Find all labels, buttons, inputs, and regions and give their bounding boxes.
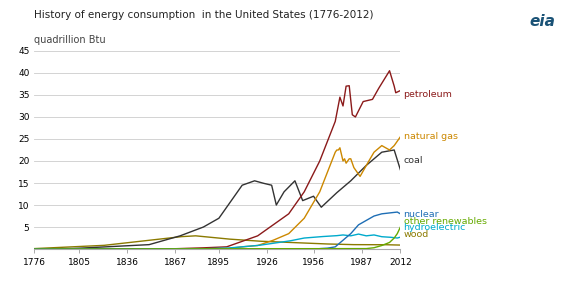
Text: petroleum: petroleum [403, 91, 452, 99]
Text: other renewables: other renewables [403, 217, 487, 226]
Text: quadrillion Btu: quadrillion Btu [34, 35, 106, 45]
Text: coal: coal [403, 156, 423, 166]
Text: wood: wood [403, 230, 429, 239]
Text: nuclear: nuclear [403, 210, 439, 219]
Text: eia: eia [529, 14, 555, 29]
Text: History of energy consumption  in the United States (1776-2012): History of energy consumption in the Uni… [34, 10, 374, 20]
Text: hydroelectric: hydroelectric [403, 223, 466, 232]
Text: natural gas: natural gas [403, 132, 458, 141]
